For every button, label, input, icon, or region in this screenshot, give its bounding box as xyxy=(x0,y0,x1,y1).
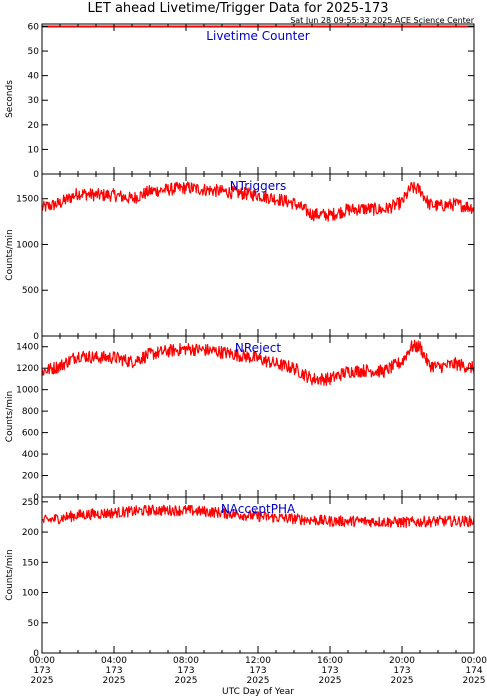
y-tick-label: 0 xyxy=(33,332,39,342)
y-axis-label: Counts/min xyxy=(5,391,15,442)
y-tick-label: 60 xyxy=(28,22,40,32)
x-tick-label-year: 2025 xyxy=(391,676,414,686)
y-tick-label: 600 xyxy=(22,429,39,439)
x-tick-label-doy: 173 xyxy=(177,666,194,676)
y-tick-label: 0 xyxy=(33,170,39,180)
plot-frame xyxy=(41,23,475,175)
x-tick-label-year: 2025 xyxy=(463,676,486,686)
y-tick-label: 1000 xyxy=(16,240,39,250)
x-tick-label-doy: 173 xyxy=(321,666,338,676)
series-name-label: NTriggers xyxy=(230,179,287,193)
series-name-label: NReject xyxy=(235,341,281,355)
x-axis-label: UTC Day of Year xyxy=(222,687,294,697)
y-tick-label: 1500 xyxy=(16,195,39,205)
y-tick-label: 100 xyxy=(22,589,39,599)
y-tick-label: 800 xyxy=(22,407,39,417)
x-tick-label-year: 2025 xyxy=(319,676,342,686)
x-tick-label-time: 16:00 xyxy=(317,656,343,666)
panel-nacceptpha: 0 50 100 150 200 250 Counts/min NAcceptPHA xyxy=(5,496,475,659)
x-tick-label-time: 04:00 xyxy=(101,656,127,666)
x-tick-labels: 00:00173202504:00173202508:00173202512:0… xyxy=(29,656,487,686)
y-tick-label: 1000 xyxy=(16,386,39,396)
chart-title: LET ahead Livetime/Trigger Data for 2025… xyxy=(87,1,388,16)
x-tick-label-time: 00:00 xyxy=(461,656,487,666)
x-tick-label-time: 08:00 xyxy=(173,656,199,666)
x-tick-label-doy: 173 xyxy=(249,666,266,676)
y-tick-label: 50 xyxy=(28,47,40,57)
y-axis-label: Counts/min xyxy=(5,549,15,600)
y-tick-label: 200 xyxy=(22,528,39,538)
y-tick-label: 10 xyxy=(28,145,40,155)
x-tick-label-doy: 173 xyxy=(393,666,410,676)
x-tick-label-year: 2025 xyxy=(103,676,126,686)
panel-livetime-counter: 0 10 20 30 40 50 60 Seconds Livetime Counter xyxy=(5,22,475,180)
y-tick-label: 1400 xyxy=(16,343,39,353)
y-tick-label: 200 xyxy=(22,472,39,482)
x-tick-label-time: 00:00 xyxy=(29,656,55,666)
y-axis-label: Seconds xyxy=(5,80,15,118)
x-tick-label-doy: 173 xyxy=(33,666,50,676)
x-tick-label-year: 2025 xyxy=(31,676,54,686)
x-tick-label-year: 2025 xyxy=(175,676,198,686)
x-tick-label-time: 20:00 xyxy=(389,656,415,666)
series-trace xyxy=(41,181,475,222)
y-tick-label: 0 xyxy=(33,649,39,659)
x-tick-label-doy: 173 xyxy=(105,666,122,676)
y-tick-label: 30 xyxy=(28,96,40,106)
series-name-label: Livetime Counter xyxy=(206,29,309,43)
y-tick-label: 50 xyxy=(28,619,40,629)
series-trace xyxy=(41,339,475,386)
y-axis-label: Counts/min xyxy=(5,229,15,280)
x-tick-label-doy: 174 xyxy=(465,666,482,676)
y-tick-label: 500 xyxy=(22,286,39,296)
series-name-label: NAcceptPHA xyxy=(221,502,296,516)
x-tick-label-year: 2025 xyxy=(247,676,270,686)
timestamp: Sat Jun 28 09:55:33 2025 ACE Science Cen… xyxy=(290,16,475,25)
panel-nreject: 0 200 400 600 800 1000 1200 1400 Counts/min NReje… xyxy=(5,335,475,503)
y-tick-label: 0 xyxy=(33,493,39,503)
y-tick-label: 1200 xyxy=(16,364,39,374)
y-tick-label: 150 xyxy=(22,558,39,568)
y-tick-label: 400 xyxy=(22,450,39,460)
panel-ntriggers: 0 500 1000 1500 Counts/min NTriggers xyxy=(5,173,475,342)
y-tick-label: 20 xyxy=(28,121,40,131)
y-tick-label: 250 xyxy=(22,498,39,508)
series-trace xyxy=(41,504,475,528)
x-tick-label-time: 12:00 xyxy=(245,656,271,666)
y-tick-label: 40 xyxy=(28,72,40,82)
